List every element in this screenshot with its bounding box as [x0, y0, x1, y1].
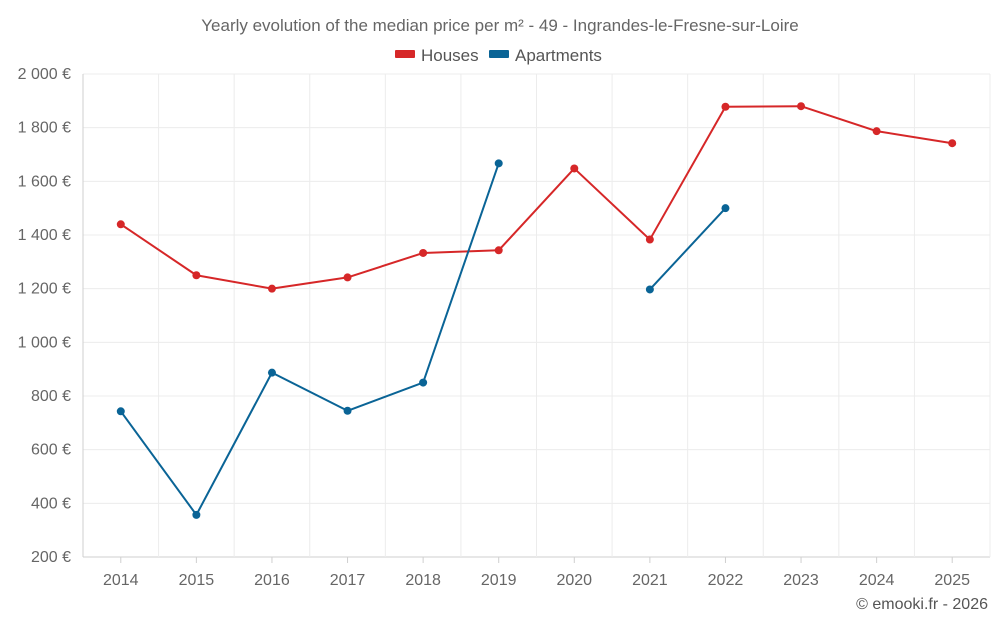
data-point-houses[interactable] [645, 235, 654, 244]
series-apartments [116, 159, 730, 519]
gridlines [82, 73, 991, 558]
data-point-houses[interactable] [267, 284, 276, 293]
x-tick-label: 2016 [254, 572, 290, 589]
y-tick-label: 1 800 € [18, 120, 71, 137]
series-line-apartments [649, 207, 727, 291]
y-tick-label: 1 400 € [18, 227, 71, 244]
y-axis: 200 € 400 € 600 € 800 € 1 000 € 1 200 € 1 400 … [18, 66, 71, 566]
y-tick-label: 200 € [31, 549, 71, 566]
data-point-apartments[interactable] [116, 407, 125, 416]
x-tick-label: 2021 [632, 572, 668, 589]
x-tick-label: 2018 [405, 572, 441, 589]
data-point-houses[interactable] [872, 127, 881, 136]
data-point-houses[interactable] [116, 220, 125, 229]
legend-label-houses: Houses [421, 46, 479, 65]
data-point-houses[interactable] [494, 246, 503, 255]
x-tick-label: 2024 [859, 572, 895, 589]
x-tick-label: 2025 [934, 572, 970, 589]
data-point-apartments[interactable] [494, 159, 503, 168]
data-point-houses[interactable] [192, 271, 201, 280]
legend-item-apartments[interactable]: Apartments [489, 46, 602, 65]
x-tick-label: 2019 [481, 572, 517, 589]
y-tick-label: 600 € [31, 442, 71, 459]
data-point-apartments[interactable] [419, 378, 428, 387]
series-line-apartments [119, 163, 500, 516]
x-axis: 2014 2015 2016 2017 2018 2019 2020 2021 2022 2023… [103, 557, 970, 589]
data-point-houses[interactable] [419, 248, 428, 257]
data-point-apartments[interactable] [192, 510, 201, 519]
data-point-apartments[interactable] [267, 368, 276, 377]
data-point-apartments[interactable] [645, 285, 654, 294]
x-tick-label: 2015 [179, 572, 215, 589]
legend-swatch-houses [395, 50, 415, 58]
series-group [116, 102, 957, 519]
y-tick-label: 1 000 € [18, 334, 71, 351]
y-tick-label: 800 € [31, 388, 71, 405]
data-point-houses[interactable] [948, 139, 957, 148]
x-tick-label: 2017 [330, 572, 366, 589]
legend: Houses Apartments [395, 46, 602, 65]
data-point-apartments[interactable] [721, 204, 730, 213]
y-tick-label: 400 € [31, 495, 71, 512]
data-point-apartments[interactable] [343, 406, 352, 415]
series-line-houses [120, 105, 953, 290]
series-houses [116, 102, 957, 293]
data-point-houses[interactable] [343, 273, 352, 282]
data-point-houses[interactable] [721, 102, 730, 111]
chart-title: Yearly evolution of the median price per… [201, 16, 798, 35]
y-tick-label: 2 000 € [18, 66, 71, 83]
legend-item-houses[interactable]: Houses [395, 46, 479, 65]
x-tick-label: 2020 [556, 572, 592, 589]
y-tick-label: 1 200 € [18, 281, 71, 298]
y-tick-label: 1 600 € [18, 173, 71, 190]
x-tick-label: 2023 [783, 572, 819, 589]
x-tick-label: 2014 [103, 572, 139, 589]
x-tick-label: 2022 [708, 572, 744, 589]
legend-swatch-apartments [489, 50, 509, 58]
legend-label-apartments: Apartments [515, 46, 602, 65]
data-point-houses[interactable] [570, 164, 579, 173]
data-point-houses[interactable] [797, 102, 806, 111]
credit-text: © emooki.fr - 2026 [856, 596, 988, 613]
